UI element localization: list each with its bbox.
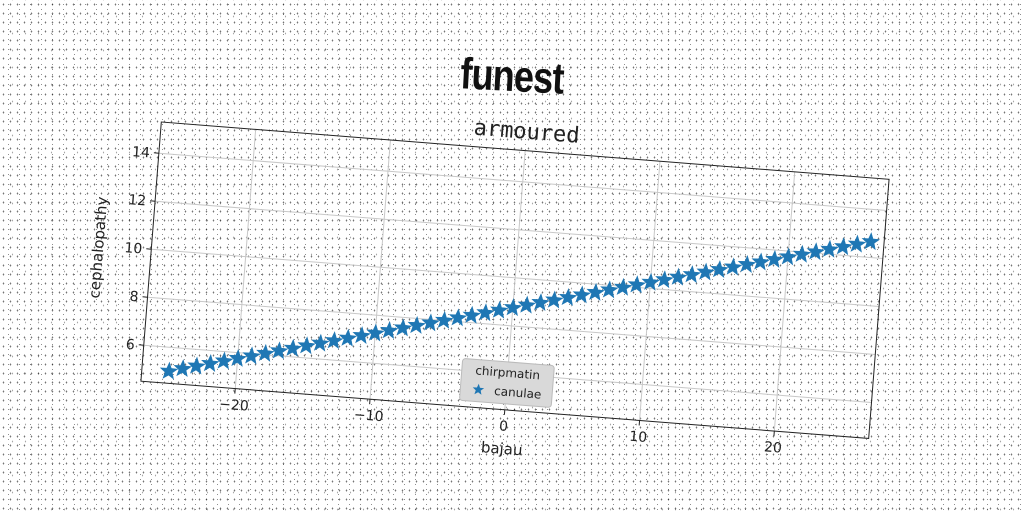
data-point-star: [655, 270, 674, 289]
data-point-star: [682, 265, 702, 284]
data-point-star: [490, 300, 509, 319]
data-point-star: [201, 354, 220, 372]
data-point-star: [448, 308, 468, 327]
data-point-star: [311, 333, 330, 352]
data-point-star: [214, 351, 234, 370]
data-point-star: [228, 348, 248, 367]
data-point-star: [366, 323, 385, 342]
data-point-star: [476, 303, 495, 322]
data-point-star: [847, 234, 867, 253]
x-gridline: [234, 129, 257, 389]
data-point-star: [572, 285, 592, 304]
legend-title: chirpmatin: [475, 363, 541, 382]
data-point-star: [834, 237, 853, 256]
data-point-star: [159, 361, 179, 380]
data-point-star: [324, 331, 344, 350]
data-point-star: [724, 257, 743, 276]
y-gridline: [158, 152, 887, 211]
data-point-star: [297, 336, 316, 355]
data-point-star: [861, 232, 881, 251]
data-point-star: [173, 359, 193, 378]
data-points: [159, 232, 881, 380]
legend-label: canulae: [494, 384, 542, 402]
y-tick-label: 12: [128, 192, 147, 209]
data-point-star: [779, 247, 798, 266]
data-point-star: [641, 272, 660, 291]
data-point-star: [531, 293, 550, 312]
data-point-star: [792, 244, 812, 263]
y-axis-label: cephalopathy: [85, 196, 111, 299]
data-point-star: [242, 346, 261, 365]
data-point-star: [613, 277, 633, 296]
x-tick-label: −10: [353, 407, 384, 425]
data-point-star: [668, 267, 688, 286]
data-point-star: [269, 341, 289, 360]
y-tick-label: 14: [131, 144, 150, 161]
data-point-star: [503, 298, 523, 317]
y-gridline: [147, 296, 876, 355]
y-tick-label: 10: [124, 240, 143, 257]
x-gridline: [639, 161, 661, 421]
y-tick-label: 6: [125, 337, 135, 354]
data-point-star: [462, 305, 481, 324]
data-point-star: [283, 338, 303, 357]
data-point-star: [806, 242, 825, 261]
data-point-star: [545, 290, 564, 309]
axis-ticks: −20 −10 0 10 20 6 8 10 12 14: [124, 144, 783, 457]
y-gridline: [151, 248, 880, 307]
data-point-star: [765, 249, 784, 268]
data-point-star: [187, 356, 206, 375]
data-point-star: [820, 239, 839, 258]
data-point-star: [338, 328, 358, 347]
data-point-star: [558, 287, 578, 306]
x-gridline: [369, 139, 391, 400]
data-point-star: [421, 313, 440, 332]
data-point-star: [435, 310, 454, 329]
legend-marker-star: [472, 383, 485, 395]
x-tick-label: −20: [219, 396, 250, 414]
data-point-star: [737, 254, 757, 273]
x-axis-label: bajau: [480, 438, 523, 459]
data-point-star: [256, 343, 275, 362]
x-tick-label: 20: [763, 439, 782, 456]
x-tick-label: 10: [629, 429, 648, 446]
data-point-star: [696, 262, 715, 281]
data-point-star: [380, 321, 399, 339]
data-point-star: [352, 326, 371, 345]
x-gridline: [773, 171, 796, 432]
data-point-star: [393, 318, 413, 337]
data-point-star: [407, 315, 426, 334]
data-point-star: [600, 280, 619, 299]
data-point-star: [586, 282, 605, 301]
data-point-star: [710, 260, 729, 279]
data-point-star: [751, 252, 770, 271]
legend: chirpmatin canulae: [459, 358, 555, 408]
y-tick-label: 8: [129, 289, 139, 306]
y-gridline: [155, 200, 883, 259]
legend-box: [459, 358, 555, 408]
data-point-star: [517, 295, 537, 314]
x-tick-label: 0: [498, 418, 508, 435]
data-point-star: [627, 275, 647, 294]
chart-title: armoured: [473, 116, 581, 149]
